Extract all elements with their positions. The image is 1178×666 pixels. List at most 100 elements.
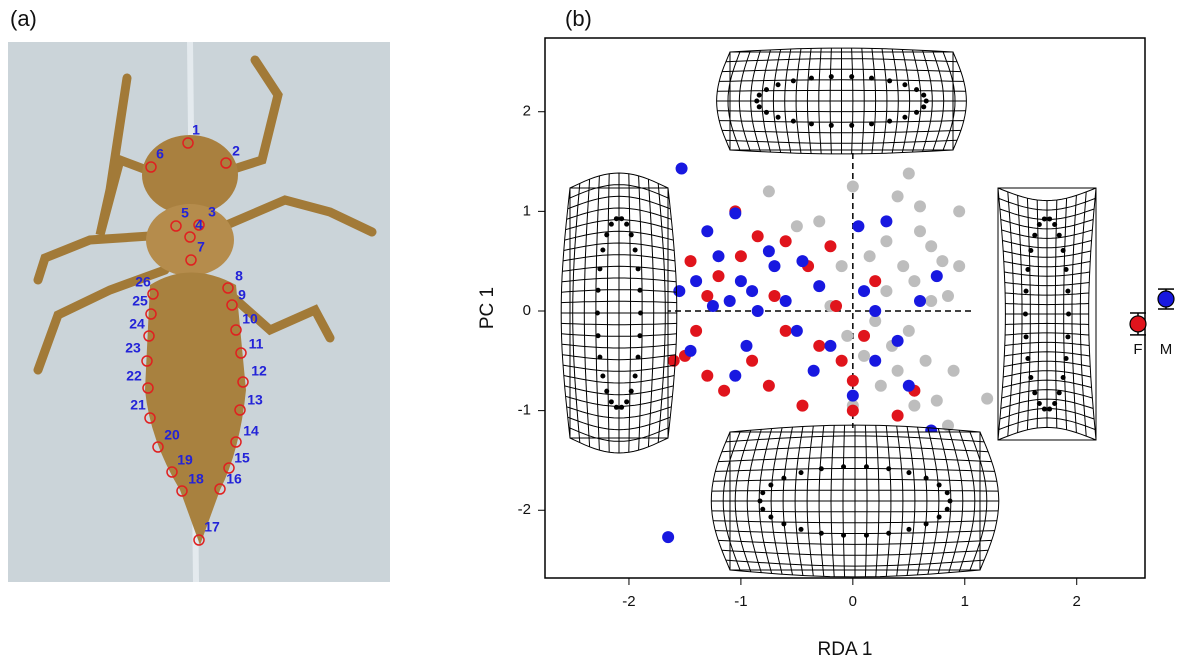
landmark-label: 23 [125, 340, 141, 356]
shape-dot [863, 464, 869, 470]
landmark [193, 534, 205, 546]
point [779, 324, 792, 337]
landmark-label: 11 [249, 336, 264, 352]
shape-dot [841, 464, 847, 470]
landmark [170, 220, 182, 232]
shape-dot [1060, 247, 1066, 253]
grid-curve [567, 416, 671, 431]
point [902, 324, 915, 337]
shape-dot [1056, 232, 1062, 238]
x-axis-title: RDA 1 [818, 639, 873, 660]
grid-curve [1005, 303, 1089, 306]
shape-dot [1056, 390, 1062, 396]
shape-dot [1025, 356, 1031, 362]
point [790, 220, 803, 233]
x-tick-label: 1 [961, 593, 969, 610]
landmark [182, 137, 194, 149]
point [908, 275, 921, 288]
landmark-label: 10 [242, 311, 258, 327]
shape-dot [841, 532, 847, 538]
landmark-label: 24 [129, 316, 145, 332]
point [723, 295, 736, 308]
shape-dot [613, 404, 619, 410]
grid-curve [721, 549, 989, 556]
grid-curve [1000, 398, 1094, 409]
landmark-label: 16 [226, 471, 242, 487]
shape-dot [947, 498, 953, 504]
landmark-label: 15 [234, 450, 250, 466]
point [673, 285, 686, 298]
shape-dot [914, 87, 920, 93]
y-axis-title: PC 1 [477, 287, 498, 329]
grid-curve [569, 172, 669, 189]
point [675, 162, 688, 175]
shape-dot [1066, 311, 1072, 317]
point [869, 314, 882, 327]
point [690, 324, 703, 337]
grid-curve [1003, 360, 1091, 367]
panel-label: (a) [10, 6, 37, 31]
grid-curve [1003, 370, 1091, 378]
landmark [237, 376, 249, 388]
point [807, 364, 820, 377]
grid-curve [563, 242, 675, 251]
grid-curve [562, 354, 676, 361]
point [762, 379, 775, 392]
shape-dot [1028, 247, 1034, 253]
point [880, 215, 893, 228]
shape-dot [808, 75, 814, 81]
landmark [145, 161, 157, 173]
point [846, 374, 859, 387]
point [779, 235, 792, 248]
deformation-grid [560, 172, 678, 454]
point [925, 295, 938, 308]
shape-dot [1060, 375, 1066, 381]
y-tick-label: 2 [523, 103, 531, 120]
grid-curve [564, 230, 674, 241]
point [891, 364, 904, 377]
shape-dot [637, 333, 643, 339]
grid-curve [998, 417, 1096, 430]
point [751, 304, 764, 317]
landmark [193, 219, 205, 231]
landmark [141, 355, 153, 367]
grid-curve [564, 385, 674, 396]
point [981, 392, 994, 405]
shape-dot [619, 216, 625, 222]
shape-dot [906, 470, 912, 476]
point [930, 394, 943, 407]
shape-dot [808, 121, 814, 127]
grid-curve [997, 187, 1097, 202]
y-tick-label: -2 [518, 501, 531, 518]
point [880, 235, 893, 248]
grid-curve [568, 184, 670, 199]
deformation-grid [710, 424, 1000, 578]
landmark-label: 22 [126, 368, 142, 384]
grid-curve [711, 510, 999, 513]
grid-curve [1003, 261, 1091, 268]
point [846, 404, 859, 417]
point [891, 190, 904, 203]
shape-dot [1032, 232, 1038, 238]
mean-point [1157, 290, 1175, 308]
shape-dot [886, 530, 892, 536]
point [662, 531, 675, 544]
grid-curve [1005, 322, 1089, 325]
point [690, 275, 703, 288]
grid-curve [568, 427, 670, 442]
point [746, 354, 759, 367]
grid-curve [719, 79, 964, 82]
point [796, 255, 809, 268]
point [869, 275, 882, 288]
landmark-label: 14 [243, 423, 259, 439]
grid-curve [725, 435, 985, 443]
point [684, 255, 697, 268]
shape-dot [944, 490, 950, 496]
landmark [145, 308, 157, 320]
grid-curve [718, 457, 992, 463]
shape-dot [600, 247, 606, 253]
landmark [144, 412, 156, 424]
photo [8, 41, 390, 583]
grid-curve [729, 149, 954, 155]
